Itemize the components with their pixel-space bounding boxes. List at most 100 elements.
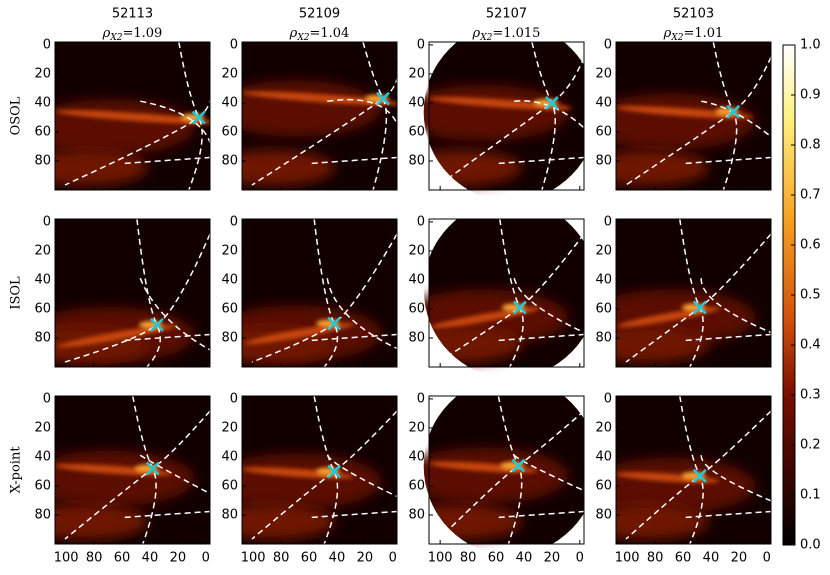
rho-equals: = [492, 26, 503, 41]
separatrix [700, 455, 771, 502]
rho-value: 1.015 [503, 26, 540, 41]
x-tick-label: 80 [460, 551, 477, 566]
column-subtitle: ρX2=1.09 [102, 26, 163, 43]
panel-frame [615, 395, 772, 545]
streak [242, 467, 354, 479]
glow [616, 457, 756, 514]
x-point-marker [512, 300, 527, 315]
separatrix [139, 454, 210, 495]
x-point-marker [376, 91, 390, 106]
y-tick-label: 40 [408, 449, 425, 464]
x-point-marker [692, 300, 707, 315]
rho-subscript: X2 [479, 33, 492, 43]
glow [242, 149, 335, 186]
streak [244, 323, 355, 345]
heatmap-image [55, 396, 210, 544]
y-tick-label: 0 [43, 214, 51, 229]
y-tick-label: 0 [230, 214, 238, 229]
y-tick-label: 40 [595, 272, 612, 287]
y-tick-label: 40 [221, 449, 238, 464]
streak [429, 96, 572, 110]
heatmap-image [616, 219, 771, 367]
row-label: ISOL [9, 276, 24, 310]
y-tick-label: 80 [408, 507, 425, 522]
colorbar-tick-label: 0.2 [800, 438, 821, 453]
y-tick-label: 20 [34, 243, 51, 258]
wall [498, 510, 585, 519]
rho-symbol: ρ [289, 26, 298, 41]
heatmap-image [423, 41, 585, 191]
hot-spot [715, 107, 740, 116]
y-tick-label: 80 [221, 330, 238, 345]
x-tick-label: 100 [428, 551, 453, 566]
heatmap-image [242, 219, 397, 367]
panel-frame [54, 41, 211, 191]
separatrix [513, 454, 585, 492]
row-label: X-point [9, 446, 24, 494]
colorbar-tick-label: 0.5 [800, 288, 821, 303]
hot-spot [500, 461, 525, 470]
y-tick-label: 40 [221, 95, 238, 110]
x-tick-label: 0 [576, 551, 584, 566]
y-tick-label: 80 [408, 153, 425, 168]
y-tick-label: 20 [34, 66, 51, 81]
x-tick-label: 20 [544, 551, 561, 566]
rho-subscript: X2 [109, 33, 122, 43]
y-tick-label: 20 [408, 66, 425, 81]
hot-spot [134, 464, 159, 473]
colorbar-tick-label: 0.7 [800, 188, 821, 203]
wall [124, 156, 210, 165]
separatrix [700, 278, 771, 334]
y-tick-label: 0 [604, 214, 612, 229]
x-point-marker [145, 461, 160, 476]
y-tick-label: 80 [34, 330, 51, 345]
y-tick-label: 0 [604, 37, 612, 52]
y-tick-label: 80 [595, 153, 612, 168]
y-tick-label: 40 [34, 449, 51, 464]
rho-value: 1.01 [694, 26, 723, 41]
hot-spot [533, 98, 558, 107]
y-tick-label: 20 [595, 243, 612, 258]
separatrix [326, 278, 397, 350]
colorbar-tick-label: 0.6 [800, 238, 821, 253]
column-title: 52107 [486, 7, 527, 22]
wall [498, 333, 585, 342]
column-subtitle: ρX2=1.015 [472, 26, 541, 43]
x-tick-label: 60 [675, 551, 692, 566]
y-tick-label: 60 [408, 124, 425, 139]
colorbar-tick-label: 1.0 [800, 38, 821, 53]
hot-spot [180, 113, 205, 122]
rho-symbol: ρ [663, 26, 672, 41]
x-tick-label: 20 [731, 551, 748, 566]
x-tick-label: 100 [54, 551, 79, 566]
panel-frame [428, 395, 585, 545]
streak [428, 461, 539, 473]
x-tick-label: 40 [703, 551, 720, 566]
panel-frame [54, 218, 211, 368]
panel-frame [54, 395, 211, 545]
separatrix [327, 98, 397, 124]
colorbar-tick-label: 0.9 [800, 88, 821, 103]
rho-value: 1.09 [133, 26, 162, 41]
glow [242, 453, 382, 510]
y-tick-label: 0 [417, 37, 425, 52]
x-tick-label: 100 [241, 551, 266, 566]
y-tick-label: 0 [230, 37, 238, 52]
column-title: 52113 [112, 7, 153, 22]
heatmap-image [616, 396, 771, 544]
y-tick-label: 60 [595, 301, 612, 316]
heatmap-image [423, 218, 585, 368]
heatmap-image [242, 42, 397, 190]
separatrix [178, 42, 203, 190]
panel-frame [428, 218, 585, 368]
colorbar-tick-label: 0.8 [800, 138, 821, 153]
y-tick-label: 20 [595, 66, 612, 81]
panel-frame [615, 41, 772, 191]
y-tick-label: 0 [604, 391, 612, 406]
rho-symbol: ρ [472, 26, 481, 41]
y-tick-label: 20 [221, 66, 238, 81]
panel-frame [241, 395, 398, 545]
heatmap-image [616, 42, 771, 190]
wall [498, 156, 585, 165]
x-tick-label: 80 [273, 551, 290, 566]
